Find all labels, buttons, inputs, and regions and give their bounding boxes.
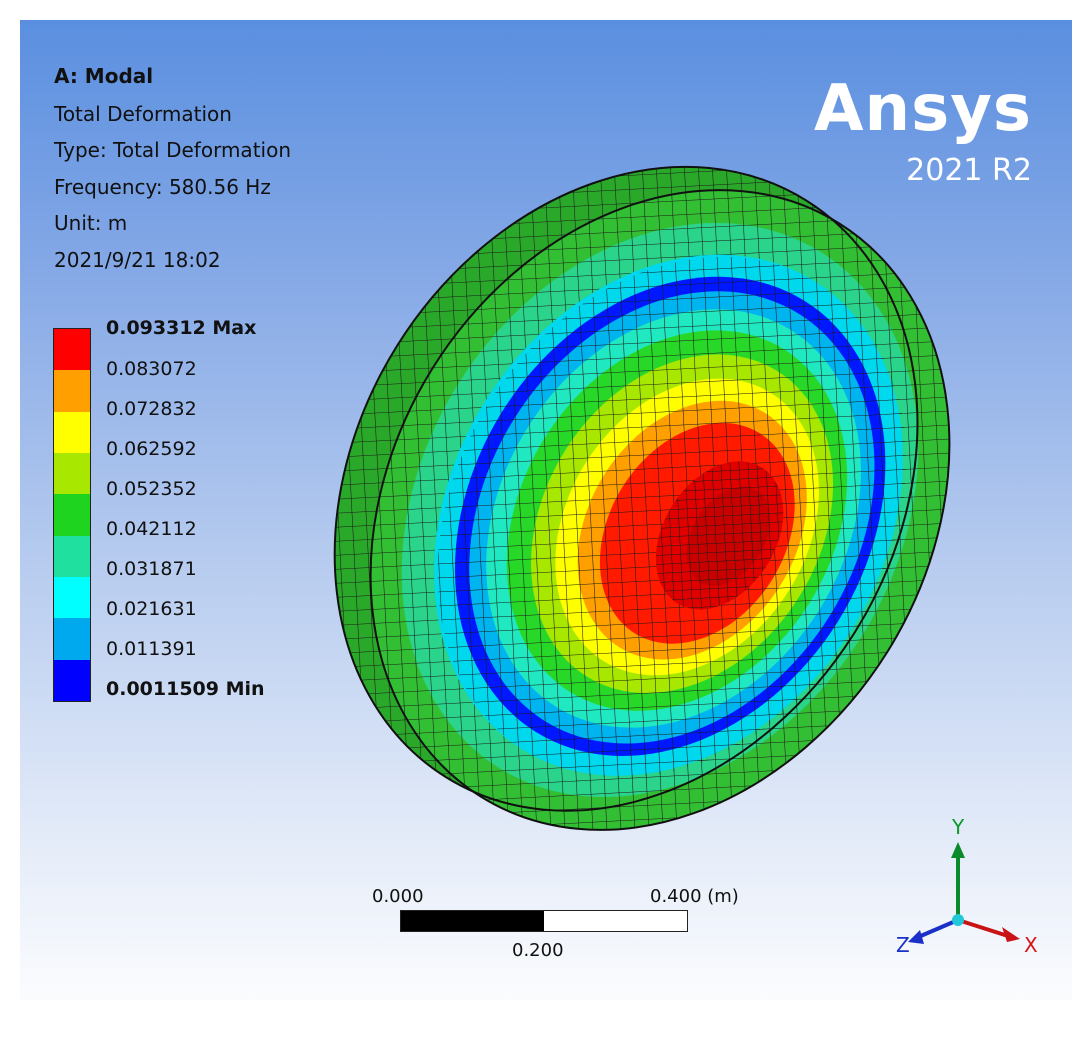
legend-color-bar xyxy=(53,328,91,702)
coordinate-triad[interactable]: Y X Z xyxy=(896,812,1046,952)
triad-y-label: Y xyxy=(951,815,965,839)
legend-color-band xyxy=(54,535,90,577)
timestamp-text: 2021/9/21 18:02 xyxy=(54,248,221,272)
analysis-title: A: Modal xyxy=(54,64,154,88)
scale-end-label: 0.400 (m) xyxy=(650,886,739,907)
result-type: Type: Total Deformation xyxy=(54,138,292,162)
legend-color-band xyxy=(54,577,90,619)
legend-color-band xyxy=(54,370,90,412)
scale-ruler xyxy=(400,910,688,932)
legend-max-label: 0.093312 Max xyxy=(106,317,257,339)
legend-color-band xyxy=(54,329,90,371)
legend-color-band xyxy=(54,659,90,701)
ansys-logo: Ansys xyxy=(814,72,1032,146)
legend-color-band xyxy=(54,453,90,495)
ansys-version: 2021 R2 xyxy=(906,153,1032,188)
unit-text: Unit: m xyxy=(54,211,128,235)
legend-color-band xyxy=(54,411,90,453)
scale-mid-label: 0.200 xyxy=(512,940,564,961)
legend-value: 0.052352 xyxy=(106,478,197,500)
legend-color-band xyxy=(54,618,90,660)
legend-color-band xyxy=(54,494,90,536)
result-name: Total Deformation xyxy=(54,102,232,126)
legend-value: 0.083072 xyxy=(106,358,197,380)
legend-value: 0.011391 xyxy=(106,638,197,660)
legend-min-label: 0.0011509 Min xyxy=(106,678,265,700)
legend-value: 0.062592 xyxy=(106,438,197,460)
triad-x-label: X xyxy=(1024,933,1038,952)
legend-value: 0.021631 xyxy=(106,598,197,620)
graphics-viewport[interactable]: A: Modal Total Deformation Type: Total D… xyxy=(20,20,1072,1000)
legend-value: 0.072832 xyxy=(106,398,197,420)
scale-ruler-black-segment xyxy=(401,911,544,931)
legend-value: 0.042112 xyxy=(106,518,197,540)
legend-value: 0.031871 xyxy=(106,558,197,580)
frequency-text: Frequency: 580.56 Hz xyxy=(54,175,271,199)
scale-start-label: 0.000 xyxy=(372,886,424,907)
modal-result-model[interactable] xyxy=(20,20,1072,1000)
triad-z-label: Z xyxy=(896,933,910,952)
